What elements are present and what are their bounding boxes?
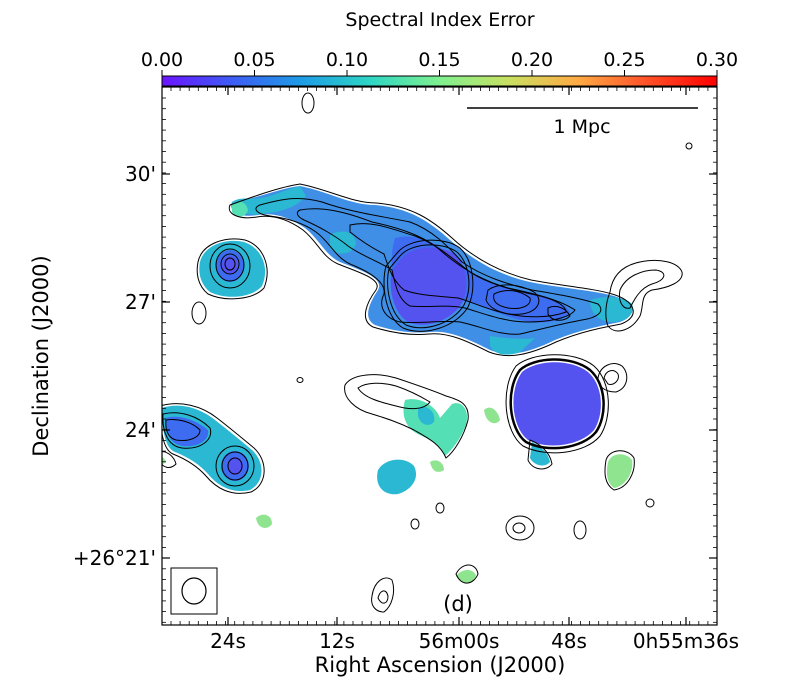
colorbar-tick-label: 0.10 — [326, 49, 368, 71]
y-tick-label: +26°21' — [73, 546, 156, 570]
colorbar-tick-label: 0.15 — [418, 49, 460, 71]
contour-mid-arc-inner — [357, 382, 431, 410]
contour-small-6 — [685, 142, 693, 150]
filament-south-rim — [490, 336, 535, 355]
contour-tail-southwest-outer — [162, 403, 265, 494]
beam-box — [170, 567, 218, 615]
scale-bar: 1 Mpc — [467, 107, 698, 138]
contour-small-1 — [573, 520, 587, 540]
contour-tail-knot-2 — [221, 451, 249, 481]
contour-filament-outer — [228, 183, 634, 357]
y-tick-label: 27' — [125, 290, 156, 314]
contour-small-3 — [435, 502, 445, 514]
contour-south-tail — [527, 439, 553, 470]
beam-ellipse — [181, 577, 207, 605]
contour-core-south-2 — [505, 354, 609, 454]
core-south-fill — [513, 362, 601, 446]
patch-southwest-small — [256, 514, 272, 528]
contour-tail-knot-3 — [227, 457, 243, 475]
patch-east — [606, 454, 633, 488]
patch-south-small — [456, 570, 476, 583]
tail-southwest-inner — [165, 416, 209, 447]
colorbar-tick-labels: 0.00 0.05 0.10 0.15 0.20 0.25 0.30 — [141, 49, 738, 76]
contour-ring-east-2 — [603, 370, 619, 385]
contour-south-patch — [455, 564, 479, 584]
x-tick-label: 0h55m36s — [633, 629, 739, 653]
contour-compact-west-4 — [224, 257, 236, 271]
map: 1 Mpc (d) 24s 12s 56m00s 48s 0h55m36s 30' 27'… — [29, 86, 739, 677]
x-axis-label: Right Ascension (J2000) — [315, 653, 566, 677]
south-blob-fill — [377, 459, 417, 495]
contour-small-4 — [645, 498, 655, 508]
contour-blob-south-2 — [512, 522, 526, 534]
colorbar-tick-label: 0.00 — [141, 49, 183, 71]
map-layers: 1 Mpc (d) — [162, 92, 698, 616]
x-tick-label: 48s — [551, 629, 587, 653]
colorbar-tick-label: 0.30 — [696, 49, 738, 71]
contour-ring-east — [597, 363, 628, 393]
map-background — [162, 87, 717, 625]
contour-west-edge — [162, 451, 177, 468]
patch-center-small — [484, 407, 500, 424]
contour-core-north-1 — [387, 244, 470, 329]
south-blob-edge — [430, 460, 444, 472]
filament-high-rim — [232, 186, 306, 215]
contour-knot-3 — [547, 305, 571, 321]
colorbar-tick-label: 0.20 — [511, 49, 553, 71]
core-south-tail — [530, 442, 550, 466]
contour-compact-west-outer — [196, 238, 268, 300]
colorbar-bar — [161, 75, 718, 87]
contour-mid-arc — [344, 374, 469, 459]
scale-bar-label: 1 Mpc — [553, 116, 610, 138]
filament-east-rim — [590, 296, 633, 322]
contour-core-north-2 — [383, 239, 474, 332]
contour-compact-west-3 — [220, 253, 240, 275]
axes-frame — [161, 86, 718, 626]
y-tick-label: 24' — [125, 418, 156, 442]
contour-east-loop-inner — [619, 269, 665, 309]
y-tick-label: 30' — [125, 162, 156, 186]
colorbar-tick-label: 0.05 — [233, 49, 275, 71]
contour-small-2 — [410, 518, 420, 530]
contour-small-7 — [296, 377, 304, 383]
mid-diffuse-core — [418, 406, 435, 425]
contour-filament-2 — [255, 197, 602, 335]
contour-small-5 — [301, 92, 315, 114]
contour-east-patch — [604, 450, 635, 491]
contour-tail-knot-1 — [215, 445, 255, 487]
contour-south-pair — [371, 577, 395, 613]
contour-tail-southwest-3 — [165, 419, 201, 441]
contour-tail-southwest-2 — [162, 412, 212, 449]
y-axis: 30' 27' 24' +26°21' — [73, 97, 717, 623]
contour-knot-1 — [485, 284, 540, 315]
contour-compact-west-2 — [215, 248, 245, 282]
contour-core-south-1 — [509, 358, 605, 450]
filament-edge-blob — [232, 201, 248, 217]
y-axis-label: Declination (J2000) — [29, 255, 53, 456]
contour-south-pair-inner — [377, 590, 389, 604]
beam-indicator — [170, 567, 218, 615]
contour-east-loop — [605, 259, 683, 332]
x-tick-label: 56m00s — [419, 629, 500, 653]
x-tick-label: 12s — [319, 629, 355, 653]
tail-southwest-peak — [227, 457, 243, 475]
contour-compact-west-1 — [209, 243, 251, 289]
x-tick-label: 24s — [210, 629, 246, 653]
colorbar-title: Spectral Index Error — [345, 9, 534, 31]
contour-small-8 — [191, 301, 207, 325]
colorbar-tick-label: 0.25 — [603, 49, 645, 71]
x-axis: 24s 12s 56m00s 48s 0h55m36s — [170, 87, 739, 653]
contour-filament-4 — [349, 223, 567, 318]
panel-label: (d) — [443, 592, 473, 616]
contour-blob-south-1 — [505, 515, 535, 541]
contour-layer — [162, 92, 693, 613]
colorbar: Spectral Index Error 0.00 0.05 0.10 0.15 0.2… — [141, 9, 738, 87]
contour-knot-2 — [493, 290, 531, 309]
